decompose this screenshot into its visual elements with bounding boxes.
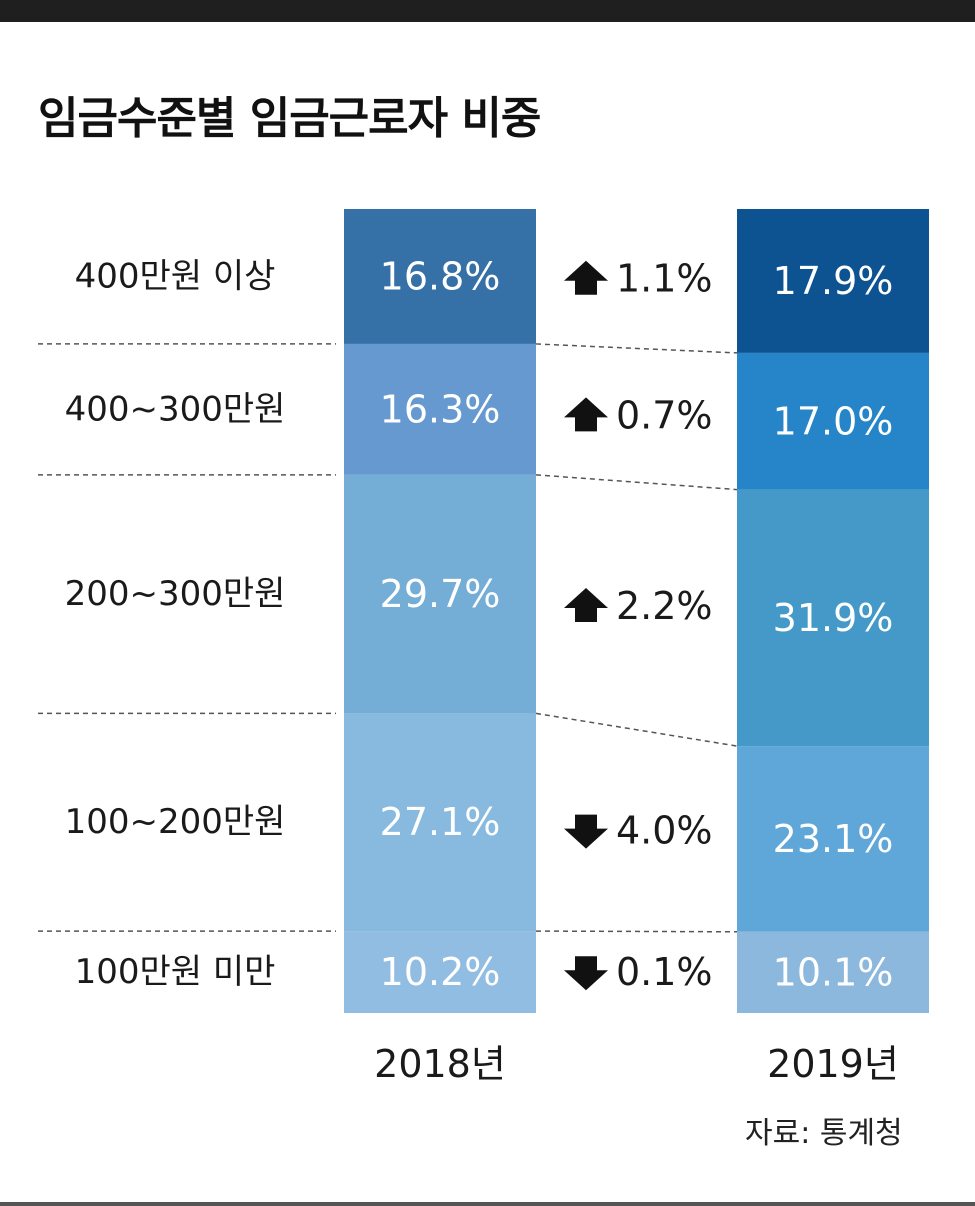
segment-label: 16.8% <box>380 254 501 298</box>
category-label: 400만원 이상 <box>75 256 276 296</box>
segment-label: 27.1% <box>380 800 501 844</box>
separator-connector <box>535 712 738 747</box>
year-label: 2019년 <box>767 1042 899 1086</box>
bar-segment-1-5 <box>344 931 536 1013</box>
chart-title: 임금수준별 임금근로자 비중 <box>38 93 541 144</box>
category-label: 400~300만원 <box>65 389 286 429</box>
change-label: 0.7% <box>616 393 713 437</box>
category-label: 100만원 미만 <box>75 952 276 992</box>
up-arrow-icon <box>564 397 608 432</box>
bar-segment-2-3 <box>737 489 929 747</box>
bar-segment-1-3 <box>344 474 536 714</box>
source-note: 자료: 통계청 <box>745 1116 903 1151</box>
separator-connector <box>535 343 738 354</box>
bar-segment-1-4 <box>344 713 536 932</box>
down-arrow-icon <box>564 814 608 849</box>
separator-connector <box>535 930 738 933</box>
segment-label: 23.1% <box>773 817 894 861</box>
bar-segment-1-1 <box>344 209 536 344</box>
separator-connector <box>535 474 738 491</box>
bar-segment-1-2 <box>344 343 536 475</box>
segment-label: 17.0% <box>773 399 894 443</box>
change-label: 1.1% <box>616 257 713 301</box>
segment-label: 10.1% <box>773 950 894 994</box>
category-label: 200~300만원 <box>65 574 286 614</box>
bar-segment-2-4 <box>737 746 929 932</box>
change-label: 0.1% <box>616 950 713 994</box>
change-label: 2.2% <box>616 584 713 628</box>
change-label: 4.0% <box>616 809 713 853</box>
category-label: 100~200만원 <box>65 802 286 842</box>
up-arrow-icon <box>564 587 608 622</box>
bar-segment-2-5 <box>737 931 929 1013</box>
segment-label: 10.2% <box>380 950 501 994</box>
segment-label: 31.9% <box>773 596 894 640</box>
up-arrow-icon <box>564 260 608 295</box>
year-label: 2018년 <box>374 1042 506 1086</box>
segment-label: 16.3% <box>380 387 501 431</box>
top-bar <box>0 0 975 22</box>
down-arrow-icon <box>564 956 608 991</box>
segment-label: 17.9% <box>773 259 894 303</box>
bottom-rule <box>0 1202 975 1206</box>
bar-segment-2-2 <box>737 352 929 490</box>
bar-segment-2-1 <box>737 209 929 353</box>
segment-label: 29.7% <box>380 572 501 616</box>
